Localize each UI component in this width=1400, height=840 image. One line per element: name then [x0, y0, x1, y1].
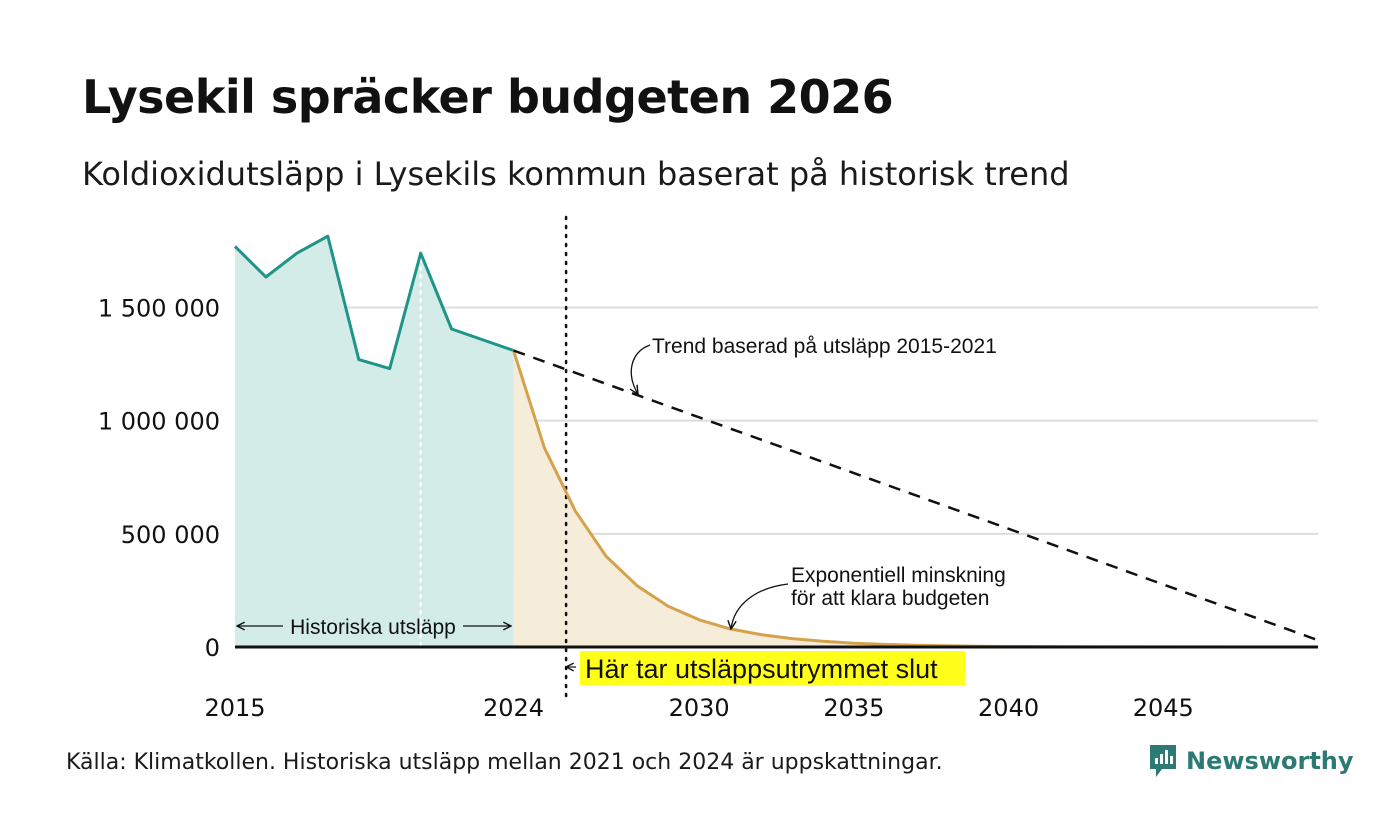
trend-line [513, 349, 1319, 642]
historical-line [233, 234, 514, 371]
x-tick-label-2040: 2040 [978, 694, 1039, 722]
trend-annotation: Trend baserad på utsläpp 2015-2021 [631, 335, 997, 394]
x-tick-label-2024: 2024 [483, 694, 544, 722]
historical-area [235, 236, 514, 647]
historical-annotation-label: Historiska utsläpp [290, 616, 456, 639]
brand-name: Newsworthy [1186, 747, 1354, 775]
emissions-chart: 0 500 000 1 000 000 1 500 000 2015 2024 2030 20… [98, 215, 1319, 722]
area-fills [235, 236, 1318, 647]
budget-end-label: Här tar utsläppsutrymmet slut [585, 654, 938, 684]
x-tick-label-2015: 2015 [204, 694, 265, 722]
chart-title: Lysekil spräcker budgeten 2026 [82, 70, 894, 124]
x-tick-label-2035: 2035 [823, 694, 884, 722]
exponential-annotation: Exponentiell minskning för att klara bud… [731, 564, 1006, 629]
y-tick-label-1500000: 1 500 000 [98, 295, 220, 323]
reference-lines [419, 215, 568, 702]
y-tick-label-500000: 500 000 [121, 521, 220, 549]
exponential-annotation-label-1: Exponentiell minskning [791, 564, 1006, 587]
y-tick-label-1000000: 1 000 000 [98, 408, 220, 436]
axes: 0 500 000 1 000 000 1 500 000 2015 2024 2030 20… [98, 295, 1318, 722]
source-note: Källa: Klimatkollen. Historiska utsläpp … [66, 750, 943, 775]
budget-end-annotation: Här tar utsläppsutrymmet slut [566, 651, 965, 685]
x-tick-label-2045: 2045 [1133, 694, 1194, 722]
budget-end-highlight [580, 651, 965, 685]
trend-annotation-arrow [631, 344, 651, 394]
newsworthy-logo: Newsworthy [1148, 743, 1354, 779]
exponential-annotation-label-2: för att klara budgeten [791, 587, 989, 610]
historical-annotation: Historiska utsläpp [237, 616, 511, 639]
exponential-area [513, 350, 1318, 647]
trend-annotation-label: Trend baserad på utsläpp 2015-2021 [652, 335, 997, 358]
chart-subtitle: Koldioxidutsläpp i Lysekils kommun baser… [82, 155, 1070, 193]
exponential-annotation-arrow [731, 583, 789, 629]
x-tick-label-2030: 2030 [669, 694, 730, 722]
newsworthy-logo-icon [1150, 745, 1176, 777]
y-tick-label-0: 0 [205, 634, 220, 662]
